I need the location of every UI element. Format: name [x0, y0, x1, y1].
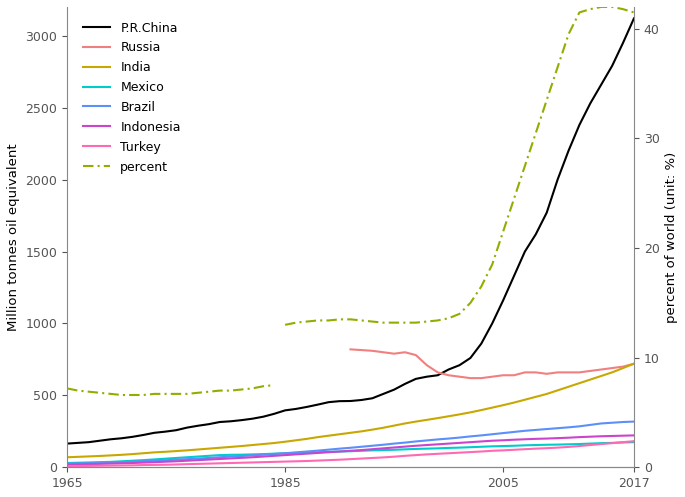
Russia	[564, 369, 573, 375]
Mexico	[564, 441, 573, 447]
percent	[128, 392, 136, 398]
Line: India: India	[67, 364, 634, 457]
Russia	[401, 349, 409, 355]
Mexico	[401, 446, 409, 452]
percent	[63, 386, 71, 392]
P.R.China	[216, 419, 224, 425]
Turkey	[630, 438, 638, 444]
Brazil	[63, 461, 71, 467]
percent	[74, 388, 82, 394]
Brazil	[423, 437, 431, 443]
Turkey	[390, 454, 398, 460]
Brazil	[630, 418, 638, 424]
Indonesia	[564, 435, 573, 441]
Line: Turkey: Turkey	[67, 441, 634, 466]
Indonesia	[401, 444, 409, 450]
percent	[85, 389, 93, 395]
Line: Brazil: Brazil	[67, 421, 634, 464]
percent	[107, 391, 115, 397]
Line: P.R.China: P.R.China	[67, 18, 634, 444]
Line: Mexico: Mexico	[67, 442, 634, 463]
Y-axis label: Million tonnes oil equivalent: Million tonnes oil equivalent	[7, 143, 20, 331]
percent	[270, 382, 278, 388]
Brazil	[401, 440, 409, 446]
India	[401, 420, 409, 426]
Russia	[423, 362, 431, 368]
percent	[248, 386, 256, 392]
India	[63, 454, 71, 460]
Turkey	[63, 463, 71, 469]
percent	[96, 390, 104, 396]
percent	[238, 387, 246, 393]
percent	[139, 392, 147, 398]
Indonesia	[63, 462, 71, 468]
P.R.China	[401, 381, 409, 387]
Turkey	[401, 453, 409, 459]
Russia	[630, 361, 638, 367]
Indonesia	[423, 442, 431, 448]
Indonesia	[390, 444, 398, 450]
percent	[118, 392, 126, 398]
Brazil	[499, 430, 507, 436]
Mexico	[499, 443, 507, 449]
Mexico	[423, 446, 431, 452]
Indonesia	[216, 456, 224, 462]
Mexico	[63, 460, 71, 466]
Line: percent: percent	[67, 385, 274, 395]
India	[423, 417, 431, 423]
Mexico	[390, 447, 398, 453]
Brazil	[390, 441, 398, 447]
Turkey	[423, 451, 431, 457]
India	[564, 384, 573, 390]
Indonesia	[630, 432, 638, 438]
P.R.China	[499, 298, 507, 304]
Brazil	[564, 424, 573, 430]
Mexico	[216, 452, 224, 458]
India	[390, 422, 398, 428]
India	[499, 402, 507, 408]
Mexico	[630, 439, 638, 445]
Turkey	[499, 447, 507, 453]
percent	[172, 391, 180, 397]
percent	[259, 383, 267, 389]
P.R.China	[564, 148, 573, 154]
Legend: P.R.China, Russia, India, Mexico, Brazil, Indonesia, Turkey, percent: P.R.China, Russia, India, Mexico, Brazil…	[79, 18, 184, 177]
Indonesia	[499, 437, 507, 443]
Line: Russia: Russia	[351, 349, 634, 378]
percent	[150, 391, 158, 397]
Turkey	[564, 444, 573, 450]
P.R.China	[423, 374, 431, 380]
percent	[216, 388, 224, 394]
P.R.China	[63, 441, 71, 447]
India	[216, 445, 224, 451]
Russia	[390, 351, 398, 357]
Russia	[499, 372, 507, 378]
P.R.China	[630, 15, 638, 21]
India	[630, 361, 638, 367]
percent	[183, 391, 191, 397]
P.R.China	[390, 387, 398, 393]
Y-axis label: percent of world (unit: %): percent of world (unit: %)	[665, 152, 678, 323]
Line: Indonesia: Indonesia	[67, 435, 634, 465]
percent	[194, 390, 202, 396]
percent	[161, 391, 169, 397]
Brazil	[216, 454, 224, 460]
percent	[227, 388, 235, 394]
Turkey	[216, 460, 224, 466]
percent	[205, 389, 213, 395]
